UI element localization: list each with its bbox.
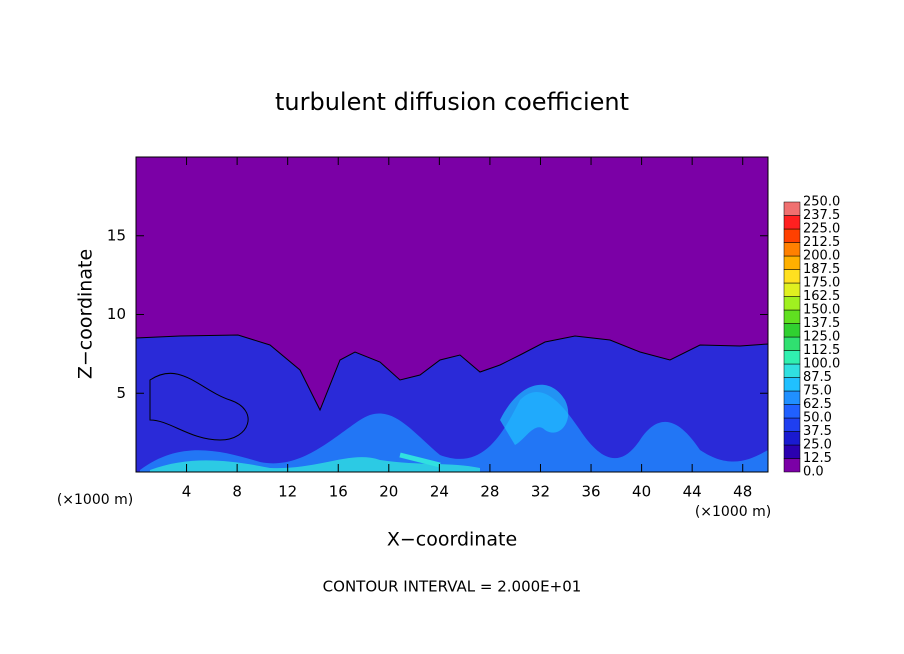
colorbar-band: [783, 242, 801, 257]
field-streak: [500, 384, 569, 445]
footer-note: CONTOUR INTERVAL = 2.000E+01: [323, 578, 582, 596]
field-region: [135, 334, 769, 473]
colorbar-band: [783, 390, 801, 405]
x-unit: (×1000 m): [695, 504, 771, 520]
colorbar-label: 0.0: [803, 465, 824, 480]
colorbar-band: [783, 417, 801, 432]
colorbar-band: [783, 431, 801, 446]
colorbar-label: 162.5: [803, 289, 840, 304]
colorbar-band: [783, 228, 801, 243]
colorbar-band: [783, 255, 801, 270]
colorbar-label: 137.5: [803, 316, 840, 331]
field-streak: [399, 452, 441, 468]
colorbar-band: [783, 323, 801, 338]
x-tick-label: 8: [232, 483, 242, 501]
x-tick-label: 20: [379, 483, 398, 501]
colorbar-band: [783, 350, 801, 365]
colorbar-band: [783, 282, 801, 297]
y-tick-label: 5: [116, 384, 126, 402]
colorbar-label: 62.5: [803, 397, 832, 412]
field-streak: [150, 457, 480, 472]
colorbar-band: [783, 201, 801, 216]
colorbar-band: [783, 336, 801, 351]
colorbar-label: 125.0: [803, 330, 840, 345]
colorbar-band: [783, 404, 801, 419]
chart-title: turbulent diffusion coefficient: [275, 88, 629, 116]
x-tick-label: 32: [531, 483, 550, 501]
colorbar-label: 187.5: [803, 262, 840, 277]
colorbar-label: 50.0: [803, 411, 832, 426]
colorbar-band: [783, 444, 801, 459]
colorbar-label: 12.5: [803, 451, 832, 466]
x-axis-label: X−coordinate: [387, 529, 517, 551]
x-tick-label: 44: [683, 483, 702, 501]
x-tick-label: 12: [278, 483, 297, 501]
colorbar-label: 100.0: [803, 357, 840, 372]
colorbar-label: 200.0: [803, 249, 840, 264]
colorbar-band: [783, 269, 801, 284]
colorbar-band: [783, 296, 801, 311]
x-tick-label: 24: [430, 483, 449, 501]
colorbar-label: 87.5: [803, 370, 832, 385]
colorbar-band: [783, 215, 801, 230]
colorbar-band: [783, 309, 801, 324]
colorbar-label: 37.5: [803, 424, 832, 439]
colorbar-label: 237.5: [803, 208, 840, 223]
colorbar-label: 250.0: [803, 195, 840, 210]
x-tick-label: 16: [329, 483, 348, 501]
colorbar-band: [783, 458, 801, 473]
x-tick-label: 48: [733, 483, 752, 501]
field: [135, 157, 769, 473]
colorbar-label: 75.0: [803, 384, 832, 399]
contour-line: [149, 372, 249, 441]
colorbar-band: [783, 363, 801, 378]
y-axis-label: Z−coordinate: [75, 249, 97, 379]
colorbar-label: 150.0: [803, 303, 840, 318]
colorbar-label: 225.0: [803, 222, 840, 237]
x-tick-label: 28: [480, 483, 499, 501]
x-tick-label: 36: [581, 483, 600, 501]
y-tick-label: 10: [107, 305, 126, 323]
colorbar-label: 25.0: [803, 438, 832, 453]
x-tick-label: 40: [632, 483, 651, 501]
x-unit: (×1000 m): [57, 492, 133, 508]
colorbar-label: 212.5: [803, 235, 840, 250]
colorbar-label: 175.0: [803, 276, 840, 291]
x-tick-label: 4: [182, 483, 192, 501]
colorbar-band: [783, 377, 801, 392]
colorbar-label: 112.5: [803, 343, 840, 358]
y-tick-label: 15: [107, 226, 126, 244]
